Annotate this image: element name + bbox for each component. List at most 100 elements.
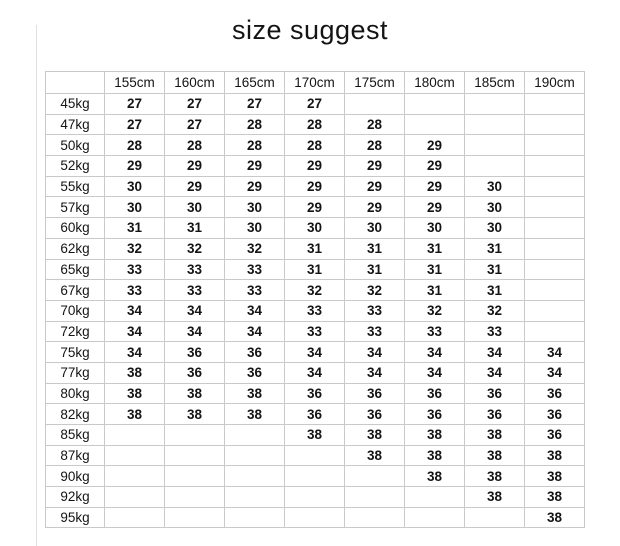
- size-cell: [524, 320, 585, 343]
- row-header-95kg: 95kg: [45, 506, 105, 529]
- size-cell: 33: [404, 320, 465, 343]
- size-cell: [524, 113, 585, 136]
- column-header-170cm: 170cm: [284, 71, 345, 94]
- size-cell: 33: [164, 258, 225, 281]
- size-cell: 36: [524, 403, 585, 425]
- table-row-82kg: 82kg 38 38 38 36 36 36 36 36: [45, 403, 585, 425]
- size-cell: 27: [224, 93, 285, 115]
- size-cell: 34: [344, 341, 405, 363]
- size-cell: 33: [104, 258, 165, 281]
- size-cell: 30: [464, 175, 525, 198]
- row-header-57kg: 57kg: [45, 196, 105, 219]
- row-header-77kg: 77kg: [45, 361, 105, 384]
- size-cell: 29: [344, 196, 405, 219]
- size-cell: 36: [404, 403, 465, 425]
- size-cell: [404, 93, 465, 115]
- size-cell: 30: [104, 175, 165, 198]
- size-cell: 29: [404, 196, 465, 219]
- table-row-85kg: 85kg 38 38 38 38 36: [45, 424, 585, 446]
- size-cell: [344, 506, 405, 529]
- size-cell: [284, 506, 345, 529]
- size-cell: 27: [164, 113, 225, 136]
- size-cell: [464, 93, 525, 115]
- size-cell: 34: [104, 320, 165, 343]
- row-header-60kg: 60kg: [45, 217, 105, 239]
- row-header-92kg: 92kg: [45, 486, 105, 508]
- table-row-55kg: 55kg 30 29 29 29 29 29 30: [45, 175, 585, 198]
- size-cell: 31: [464, 279, 525, 301]
- size-cell: 33: [104, 279, 165, 301]
- header-row: 155cm 160cm 165cm 170cm 175cm 180cm 185cm 190cm: [45, 71, 585, 94]
- size-cell: [344, 93, 405, 115]
- size-cell: 29: [344, 175, 405, 198]
- row-header-80kg: 80kg: [45, 382, 105, 405]
- size-cell: 38: [164, 403, 225, 425]
- size-cell: 36: [164, 361, 225, 384]
- column-header-185cm: 185cm: [464, 71, 525, 94]
- size-cell: [224, 444, 285, 467]
- size-cell: 30: [224, 217, 285, 239]
- size-cell: 34: [344, 361, 405, 384]
- size-cell: [284, 444, 345, 467]
- size-cell: [104, 465, 165, 488]
- table-row-45kg: 45kg 27 27 27 27: [45, 93, 585, 115]
- table-header: 155cm 160cm 165cm 170cm 175cm 180cm 185cm 190cm: [45, 71, 585, 94]
- table-row-47kg: 47kg 27 27 28 28 28: [45, 113, 585, 136]
- size-cell: 34: [284, 361, 345, 384]
- size-cell: 32: [104, 237, 165, 260]
- size-cell: 31: [404, 237, 465, 260]
- size-cell: 29: [224, 175, 285, 198]
- column-header-175cm: 175cm: [344, 71, 405, 94]
- row-header-55kg: 55kg: [45, 175, 105, 198]
- size-cell: [344, 465, 405, 488]
- row-header-62kg: 62kg: [45, 237, 105, 260]
- size-cell: 36: [284, 382, 345, 405]
- row-header-85kg: 85kg: [45, 424, 105, 446]
- size-cell: 29: [284, 175, 345, 198]
- size-cell: [164, 424, 225, 446]
- size-cell: 38: [404, 465, 465, 488]
- size-cell: 30: [224, 196, 285, 219]
- size-cell: 32: [404, 299, 465, 322]
- size-cell: 36: [464, 403, 525, 425]
- row-header-82kg: 82kg: [45, 403, 105, 425]
- size-cell: 33: [164, 279, 225, 301]
- size-cell: [104, 506, 165, 529]
- size-cell: 34: [104, 299, 165, 322]
- size-cell: 28: [104, 134, 165, 157]
- size-cell: [524, 217, 585, 239]
- size-cell: 27: [284, 93, 345, 115]
- size-cell: [524, 196, 585, 219]
- table-row-60kg: 60kg 31 31 30 30 30 30 30: [45, 217, 585, 239]
- size-cell: 33: [284, 320, 345, 343]
- size-cell: [524, 299, 585, 322]
- size-cell: 28: [284, 113, 345, 136]
- size-cell: 31: [164, 217, 225, 239]
- size-cell: 38: [224, 403, 285, 425]
- row-header-90kg: 90kg: [45, 465, 105, 488]
- size-cell: [224, 506, 285, 529]
- table-row-67kg: 67kg 33 33 33 32 32 31 31: [45, 279, 585, 301]
- size-cell: 29: [284, 196, 345, 219]
- size-cell: [524, 175, 585, 198]
- size-cell: 27: [104, 113, 165, 136]
- size-cell: 38: [524, 486, 585, 508]
- size-cell: [104, 444, 165, 467]
- size-cell: 38: [224, 382, 285, 405]
- size-cell: 36: [164, 341, 225, 363]
- size-cell: 29: [404, 155, 465, 177]
- size-cell: [524, 258, 585, 281]
- size-cell: [524, 134, 585, 157]
- size-cell: 33: [284, 299, 345, 322]
- size-cell: 38: [344, 424, 405, 446]
- size-cell: [524, 279, 585, 301]
- size-cell: 27: [164, 93, 225, 115]
- size-cell: [464, 506, 525, 529]
- size-cell: 38: [464, 465, 525, 488]
- size-cell: 33: [344, 320, 405, 343]
- size-cell: [464, 134, 525, 157]
- size-cell: 38: [284, 424, 345, 446]
- size-cell: [224, 424, 285, 446]
- size-cell: 28: [284, 134, 345, 157]
- size-cell: 32: [164, 237, 225, 260]
